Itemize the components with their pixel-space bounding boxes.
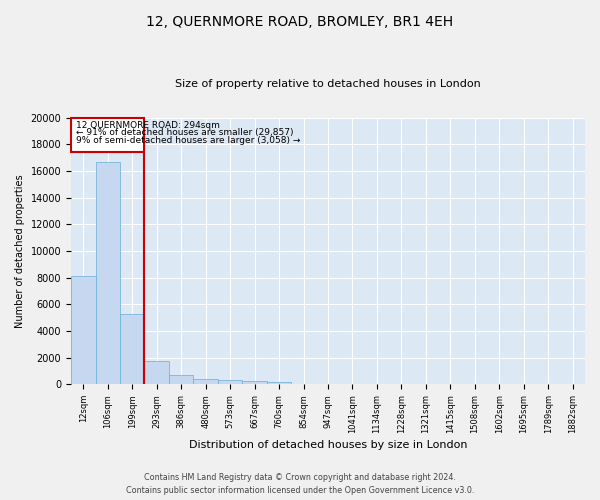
Bar [169, 375, 193, 384]
Bar [120, 314, 145, 384]
Text: 12, QUERNMORE ROAD, BROMLEY, BR1 4EH: 12, QUERNMORE ROAD, BROMLEY, BR1 4EH [146, 15, 454, 29]
X-axis label: Distribution of detached houses by size in London: Distribution of detached houses by size … [189, 440, 467, 450]
Bar [95, 162, 120, 384]
Bar [193, 379, 218, 384]
Text: ← 91% of detached houses are smaller (29,857): ← 91% of detached houses are smaller (29… [76, 128, 293, 137]
Text: 9% of semi-detached houses are larger (3,058) →: 9% of semi-detached houses are larger (3… [76, 136, 300, 145]
Bar [145, 361, 169, 384]
Y-axis label: Number of detached properties: Number of detached properties [15, 174, 25, 328]
Text: Contains HM Land Registry data © Crown copyright and database right 2024.
Contai: Contains HM Land Registry data © Crown c… [126, 474, 474, 495]
Bar [267, 382, 292, 384]
Text: 12 QUERNMORE ROAD: 294sqm: 12 QUERNMORE ROAD: 294sqm [76, 121, 220, 130]
Title: Size of property relative to detached houses in London: Size of property relative to detached ho… [175, 79, 481, 89]
Bar [71, 118, 145, 152]
Bar [71, 276, 95, 384]
Bar [242, 381, 267, 384]
Bar [218, 380, 242, 384]
